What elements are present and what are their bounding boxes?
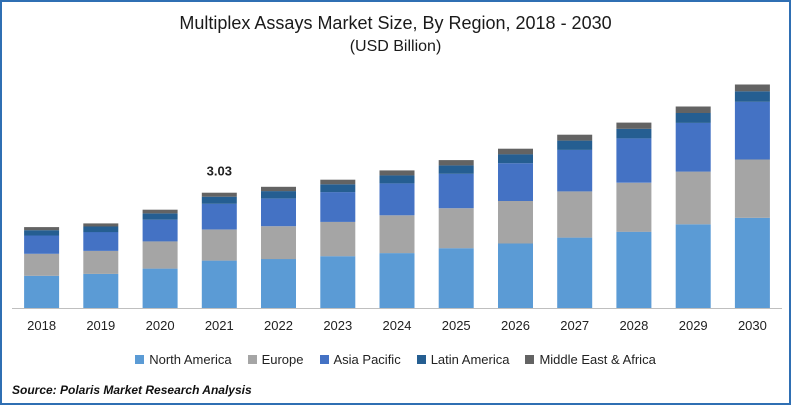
legend-swatch-latin-america — [416, 354, 426, 364]
bar-2021-europe — [201, 229, 237, 261]
data-label-2021: 3.03 — [207, 164, 232, 179]
bar-2019-asia-pacific — [83, 232, 119, 251]
bar-2024-middle-east-africa — [379, 170, 415, 176]
bar-2028-asia-pacific — [616, 138, 652, 183]
x-tick-label-2021: 2021 — [205, 318, 234, 333]
bar-2020-latin-america — [142, 213, 178, 220]
chart-title: Multiplex Assays Market Size, By Region,… — [179, 13, 612, 33]
bar-2028-middle-east-africa — [616, 122, 652, 129]
bar-2023-middle-east-africa — [320, 179, 356, 185]
bar-2026-europe — [498, 201, 533, 244]
legend-item-middle-east-africa: Middle East & Africa — [525, 351, 656, 367]
x-tick-label-2029: 2029 — [679, 318, 708, 333]
bar-2025-north-america — [438, 248, 474, 308]
bar-2029-asia-pacific — [675, 122, 711, 172]
x-tick-label-2019: 2019 — [86, 318, 115, 333]
legend-label-asia-pacific: Asia Pacific — [333, 351, 401, 367]
chart-legend: North America Europe Asia Pacific Latin Ame… — [0, 350, 791, 368]
x-tick-label-2026: 2026 — [501, 318, 530, 333]
bar-2028-latin-america — [616, 128, 652, 139]
legend-item-europe: Europe — [247, 351, 304, 367]
legend-item-asia-pacific: Asia Pacific — [319, 351, 401, 367]
bar-2022-latin-america — [261, 191, 296, 199]
bar-2030-middle-east-africa — [734, 84, 770, 92]
bar-2018-latin-america — [24, 230, 60, 236]
bar-2027-europe — [557, 191, 593, 238]
bar-2021-asia-pacific — [201, 203, 237, 230]
legend-label-europe: Europe — [261, 351, 304, 367]
bar-2022-asia-pacific — [261, 198, 296, 227]
bar-2030-asia-pacific — [734, 101, 770, 160]
bar-2020-europe — [142, 241, 178, 269]
bar-2020-middle-east-africa — [142, 209, 178, 214]
bar-2027-latin-america — [557, 140, 593, 150]
x-tick-label-2030: 2030 — [738, 318, 767, 333]
bar-2023-asia-pacific — [320, 192, 356, 222]
bar-2030-latin-america — [734, 91, 770, 102]
bar-2025-europe — [438, 208, 474, 249]
bar-2027-middle-east-africa — [557, 134, 593, 141]
x-tick-label-2025: 2025 — [442, 318, 471, 333]
bar-2022-europe — [261, 226, 296, 260]
bar-2030-north-america — [734, 217, 770, 308]
bar-2018-asia-pacific — [24, 235, 60, 254]
bar-2029-europe — [675, 171, 711, 225]
legend-label-north-america: North America — [149, 351, 232, 367]
x-tick-label-2027: 2027 — [560, 318, 589, 333]
bar-2019-north-america — [83, 273, 119, 308]
bar-2026-asia-pacific — [498, 163, 533, 201]
bar-2019-latin-america — [83, 226, 119, 233]
x-tick-label-2023: 2023 — [323, 318, 352, 333]
bar-2024-asia-pacific — [379, 183, 415, 216]
bar-2026-north-america — [498, 243, 533, 308]
bar-2027-north-america — [557, 237, 593, 308]
bar-2024-europe — [379, 215, 415, 254]
x-tick-label-2024: 2024 — [383, 318, 412, 333]
legend-swatch-middle-east-africa — [525, 354, 535, 364]
bar-2023-latin-america — [320, 184, 356, 193]
bar-2021-latin-america — [201, 196, 237, 204]
bar-2028-north-america — [616, 231, 652, 308]
bar-2020-asia-pacific — [142, 219, 178, 242]
bar-2025-latin-america — [438, 165, 474, 174]
bar-2023-europe — [320, 221, 356, 257]
x-tick-label-2020: 2020 — [146, 318, 175, 333]
bar-2029-latin-america — [675, 113, 711, 123]
legend-swatch-north-america — [135, 354, 145, 364]
legend-label-latin-america: Latin America — [430, 351, 510, 367]
bar-2019-europe — [83, 251, 119, 274]
legend-label-middle-east-africa: Middle East & Africa — [539, 351, 656, 367]
legend-item-north-america: North America — [135, 351, 232, 367]
legend-item-latin-america: Latin America — [416, 351, 510, 367]
bar-2018-north-america — [24, 275, 60, 308]
legend-swatch-europe — [247, 354, 257, 364]
bar-2026-middle-east-africa — [498, 148, 533, 155]
bar-2022-north-america — [261, 259, 296, 308]
bar-2021-middle-east-africa — [201, 192, 237, 197]
bar-2029-north-america — [675, 224, 711, 308]
bar-2024-latin-america — [379, 175, 415, 184]
bar-2025-middle-east-africa — [438, 160, 474, 166]
chart-subtitle: (USD Billion) — [349, 38, 442, 55]
source-note: Source: Polaris Market Research Analysis — [12, 383, 252, 397]
bar-2020-north-america — [142, 268, 178, 308]
bar-2027-asia-pacific — [557, 149, 593, 192]
x-tick-label-2018: 2018 — [27, 318, 56, 333]
bar-2018-europe — [24, 253, 60, 276]
bar-2024-north-america — [379, 253, 415, 308]
bar-2022-middle-east-africa — [261, 186, 296, 192]
x-tick-label-2028: 2028 — [619, 318, 648, 333]
bar-2019-middle-east-africa — [83, 223, 119, 227]
bar-2021-north-america — [201, 260, 237, 308]
bar-2018-middle-east-africa — [24, 227, 60, 231]
bar-2026-latin-america — [498, 154, 533, 164]
bar-2023-north-america — [320, 256, 356, 308]
bar-2025-asia-pacific — [438, 173, 474, 209]
legend-swatch-asia-pacific — [319, 354, 329, 364]
bar-2029-middle-east-africa — [675, 106, 711, 113]
x-tick-label-2022: 2022 — [264, 318, 293, 333]
bar-2028-europe — [616, 182, 652, 232]
bar-2030-europe — [734, 159, 770, 218]
